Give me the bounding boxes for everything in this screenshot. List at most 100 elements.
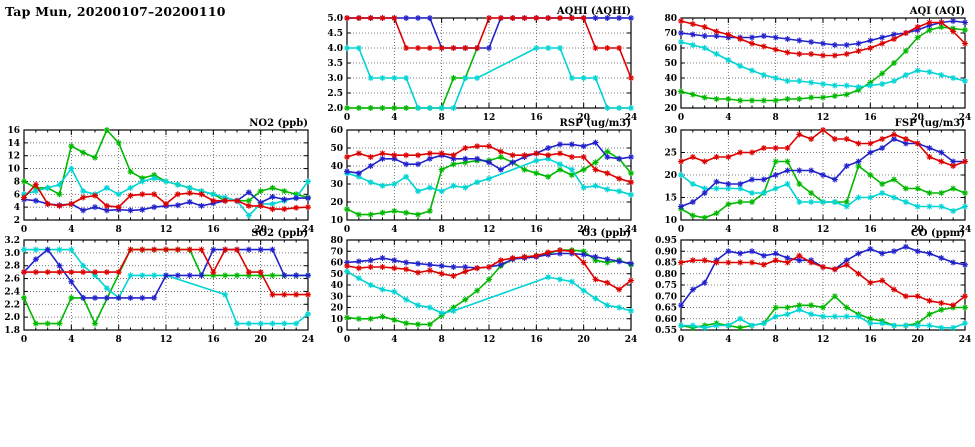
svg-text:0: 0 bbox=[678, 113, 684, 123]
svg-text:8: 8 bbox=[773, 113, 779, 123]
aqi-plot: 20 30 40 50 60 70 80 0 4 8 12 16 20 24 bbox=[664, 14, 971, 123]
chart-aqi: 20 30 40 50 60 70 80 0 4 8 12 16 20 24 AQI (AQI) bbox=[649, 6, 971, 124]
svg-text:24: 24 bbox=[625, 335, 637, 345]
svg-text:8: 8 bbox=[116, 335, 122, 345]
co-plot: 0.550.600.65 0.700.750.800.85 0.900.95 0 4 8 1… bbox=[655, 236, 971, 345]
aqhi-plot: 2.0 2.5 3.0 3.5 4.0 4.5 5.0 0 4 8 12 16 20 24 bbox=[327, 14, 637, 123]
svg-text:16: 16 bbox=[207, 225, 220, 235]
svg-text:12: 12 bbox=[160, 225, 173, 235]
svg-text:4: 4 bbox=[68, 225, 74, 235]
svg-text:30: 30 bbox=[330, 292, 343, 302]
svg-text:3.2: 3.2 bbox=[4, 236, 20, 246]
svg-text:2.2: 2.2 bbox=[4, 300, 20, 310]
svg-text:2.0: 2.0 bbox=[327, 104, 343, 114]
svg-text:24: 24 bbox=[302, 225, 314, 235]
svg-text:2.8: 2.8 bbox=[4, 262, 20, 272]
chart-co: 0.55 0.60 0.65 0.70 0.75 0.80 0.85 0.90 0.95 0 4 8 1… bbox=[649, 228, 971, 346]
svg-text:30: 30 bbox=[664, 126, 677, 136]
svg-text:30: 30 bbox=[330, 180, 343, 190]
svg-text:40: 40 bbox=[330, 281, 343, 291]
svg-text:3.0: 3.0 bbox=[327, 74, 343, 84]
svg-text:16: 16 bbox=[864, 335, 877, 345]
svg-text:15: 15 bbox=[664, 194, 677, 204]
svg-text:16: 16 bbox=[530, 113, 543, 123]
svg-text:16: 16 bbox=[864, 113, 877, 123]
svg-text:12: 12 bbox=[483, 335, 496, 345]
svg-text:16: 16 bbox=[530, 225, 543, 235]
svg-text:24: 24 bbox=[959, 335, 971, 345]
svg-text:50: 50 bbox=[330, 144, 343, 154]
svg-text:16: 16 bbox=[864, 225, 877, 235]
fsp-plot: 10 15 20 25 30 0 4 8 12 16 20 24 bbox=[664, 126, 971, 235]
svg-text:8: 8 bbox=[439, 225, 445, 235]
svg-text:0: 0 bbox=[344, 225, 350, 235]
chart-no2: 2 4 6 8 10 12 14 16 0 4 8 12 16 20 24 NO2 (ppb) bbox=[0, 118, 314, 236]
chart-so2: 1.8 2.0 2.2 2.4 2.6 2.8 3.0 3.2 0 4 8 12 16 20 24 SO2 … bbox=[0, 228, 314, 346]
svg-text:4.0: 4.0 bbox=[327, 44, 343, 54]
aqhi-title: AQHI (AQHI) bbox=[556, 6, 631, 17]
rsp-plot: 10 20 30 40 50 60 0 4 8 12 16 20 24 bbox=[330, 126, 637, 235]
svg-text:20: 20 bbox=[254, 335, 267, 345]
svg-text:5.0: 5.0 bbox=[327, 14, 343, 24]
svg-text:4: 4 bbox=[391, 113, 397, 123]
svg-text:0: 0 bbox=[344, 335, 350, 345]
svg-text:4: 4 bbox=[68, 335, 74, 345]
chart-aqhi: 2.0 2.5 3.0 3.5 4.0 4.5 5.0 0 4 8 12 16 20 24 AQHI (A… bbox=[315, 6, 637, 124]
svg-text:0.90: 0.90 bbox=[655, 247, 677, 257]
svg-text:10: 10 bbox=[664, 216, 677, 226]
page-title: Tap Mun, 20200107–20200110 bbox=[5, 4, 226, 19]
svg-text:50: 50 bbox=[330, 270, 343, 280]
svg-text:2.6: 2.6 bbox=[4, 275, 20, 285]
svg-text:8: 8 bbox=[773, 225, 779, 235]
aqi-title: AQI (AQI) bbox=[909, 6, 965, 17]
svg-text:4: 4 bbox=[14, 203, 20, 213]
svg-text:12: 12 bbox=[483, 113, 496, 123]
svg-text:20: 20 bbox=[911, 113, 924, 123]
svg-text:80: 80 bbox=[330, 236, 343, 246]
svg-text:4: 4 bbox=[725, 335, 731, 345]
co-title: CO (ppm) bbox=[910, 228, 965, 239]
svg-text:60: 60 bbox=[664, 44, 677, 54]
svg-text:50: 50 bbox=[664, 59, 677, 69]
svg-text:3.5: 3.5 bbox=[327, 59, 343, 69]
svg-text:20: 20 bbox=[664, 171, 677, 181]
svg-text:8: 8 bbox=[773, 335, 779, 345]
svg-text:24: 24 bbox=[302, 335, 314, 345]
svg-text:8: 8 bbox=[116, 225, 122, 235]
svg-text:20: 20 bbox=[577, 335, 590, 345]
svg-text:4.5: 4.5 bbox=[327, 29, 343, 39]
svg-text:0.55: 0.55 bbox=[655, 326, 677, 336]
svg-text:24: 24 bbox=[959, 113, 971, 123]
no2-title: NO2 (ppb) bbox=[249, 118, 308, 129]
svg-text:24: 24 bbox=[625, 225, 637, 235]
svg-text:20: 20 bbox=[577, 113, 590, 123]
svg-text:2.0: 2.0 bbox=[4, 313, 20, 323]
svg-text:4: 4 bbox=[725, 113, 731, 123]
svg-text:0.85: 0.85 bbox=[655, 259, 677, 269]
svg-text:20: 20 bbox=[911, 335, 924, 345]
svg-text:30: 30 bbox=[664, 89, 677, 99]
svg-text:0: 0 bbox=[344, 113, 350, 123]
chart-rsp: 10 20 30 40 50 60 0 4 8 12 16 20 24 RSP (ug/m3) bbox=[315, 118, 637, 236]
svg-text:2: 2 bbox=[14, 216, 20, 226]
fsp-title: FSP (ug/m3) bbox=[894, 118, 965, 129]
svg-text:0: 0 bbox=[21, 335, 27, 345]
svg-text:3.0: 3.0 bbox=[4, 249, 20, 259]
svg-text:80: 80 bbox=[664, 14, 677, 24]
svg-text:12: 12 bbox=[817, 335, 830, 345]
svg-text:0: 0 bbox=[678, 225, 684, 235]
svg-text:4: 4 bbox=[725, 225, 731, 235]
svg-text:0: 0 bbox=[678, 335, 684, 345]
svg-text:4: 4 bbox=[391, 225, 397, 235]
svg-text:25: 25 bbox=[664, 149, 677, 159]
svg-text:40: 40 bbox=[330, 162, 343, 172]
svg-text:20: 20 bbox=[664, 104, 677, 114]
svg-text:12: 12 bbox=[7, 152, 20, 162]
chart-fsp: 10 15 20 25 30 0 4 8 12 16 20 24 FSP (ug/m3) bbox=[649, 118, 971, 236]
svg-text:14: 14 bbox=[7, 139, 20, 149]
svg-text:20: 20 bbox=[911, 225, 924, 235]
svg-text:12: 12 bbox=[817, 225, 830, 235]
svg-text:0.65: 0.65 bbox=[655, 304, 677, 314]
svg-text:24: 24 bbox=[625, 113, 637, 123]
